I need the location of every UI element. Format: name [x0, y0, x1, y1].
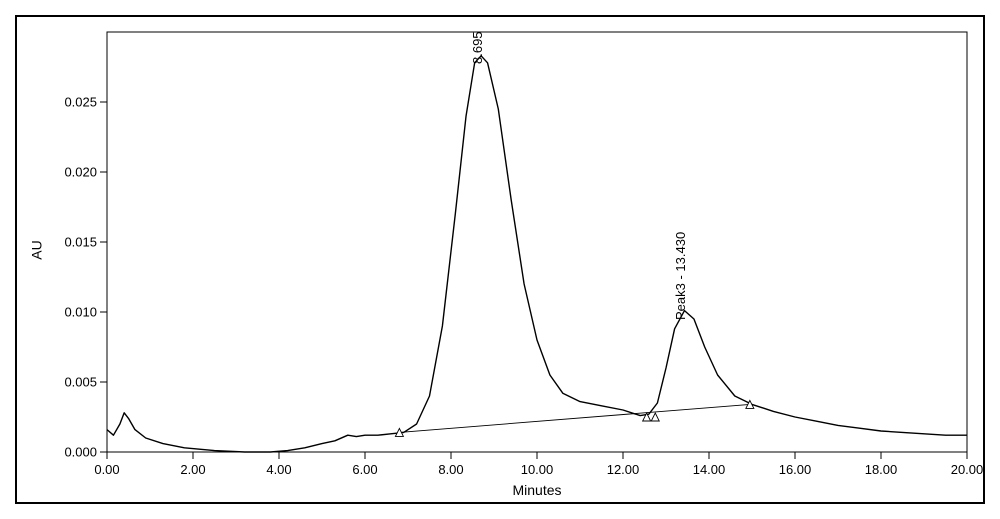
x-tick-label: 12.00	[607, 462, 640, 477]
y-tick-label: 0.005	[47, 375, 97, 390]
peak-label: 8.695	[470, 31, 485, 64]
y-tick-label: 0.015	[47, 235, 97, 250]
x-tick-label: 0.00	[94, 462, 119, 477]
y-tick-label: 0.020	[47, 165, 97, 180]
chromatogram-chart: AU Minutes 0.0000.0050.0100.0150.0200.02…	[15, 15, 985, 504]
x-tick-label: 2.00	[180, 462, 205, 477]
peak-label: Peak3 - 13.430	[673, 232, 688, 320]
x-tick-label: 8.00	[438, 462, 463, 477]
x-tick-label: 6.00	[352, 462, 377, 477]
x-tick-label: 18.00	[865, 462, 898, 477]
x-tick-label: 4.00	[266, 462, 291, 477]
y-tick-label: 0.000	[47, 445, 97, 460]
x-tick-label: 16.00	[779, 462, 812, 477]
chart-svg	[17, 17, 987, 506]
x-tick-label: 10.00	[521, 462, 554, 477]
y-tick-label: 0.010	[47, 305, 97, 320]
x-tick-label: 20.00	[951, 462, 984, 477]
y-tick-label: 0.025	[47, 95, 97, 110]
x-tick-label: 14.00	[693, 462, 726, 477]
